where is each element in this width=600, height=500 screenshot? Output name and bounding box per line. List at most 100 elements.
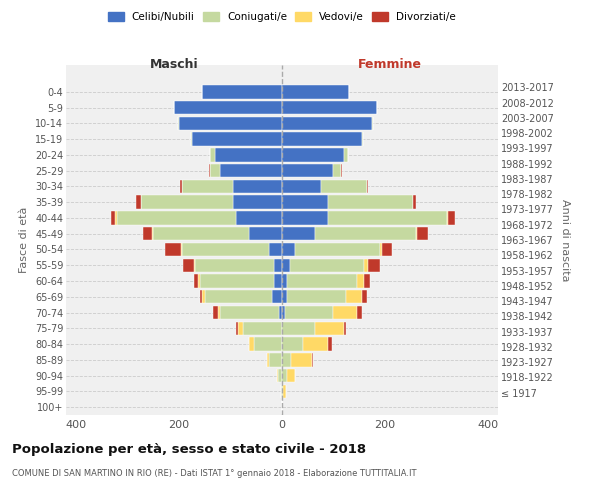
Bar — [118, 211, 236, 224]
Bar — [111, 211, 115, 224]
Bar — [200, 290, 202, 304]
Bar — [282, 353, 291, 366]
Bar — [269, 353, 282, 366]
Bar — [282, 306, 284, 319]
Bar — [287, 274, 356, 287]
Bar — [278, 369, 282, 382]
Bar — [194, 274, 198, 287]
Bar — [269, 243, 282, 256]
Y-axis label: Fasce di età: Fasce di età — [19, 207, 29, 273]
Bar — [181, 243, 182, 256]
Bar — [248, 338, 254, 351]
Bar — [136, 196, 140, 209]
Bar — [367, 180, 368, 193]
Text: Femmine: Femmine — [358, 58, 422, 71]
Bar — [287, 290, 346, 304]
Bar — [364, 274, 370, 287]
Bar — [272, 290, 282, 304]
Bar — [372, 116, 373, 130]
Bar — [194, 258, 274, 272]
Bar — [364, 258, 368, 272]
Bar — [198, 274, 200, 287]
Bar — [248, 227, 282, 240]
Bar — [295, 243, 380, 256]
Bar — [182, 180, 233, 193]
Bar — [282, 227, 316, 240]
Bar — [282, 132, 362, 146]
Bar — [446, 211, 448, 224]
Text: COMUNE DI SAN MARTINO IN RIO (RE) - Dati ISTAT 1° gennaio 2018 - Elaborazione TU: COMUNE DI SAN MARTINO IN RIO (RE) - Dati… — [12, 468, 416, 477]
Bar — [320, 180, 367, 193]
Bar — [209, 164, 210, 177]
Bar — [282, 196, 328, 209]
Bar — [233, 180, 282, 193]
Bar — [282, 369, 287, 382]
Bar — [200, 274, 274, 287]
Bar — [282, 338, 302, 351]
Bar — [238, 322, 244, 335]
Bar — [362, 132, 363, 146]
Bar — [282, 243, 295, 256]
Bar — [179, 116, 282, 130]
Bar — [356, 306, 362, 319]
Bar — [205, 290, 272, 304]
Bar — [282, 164, 334, 177]
Bar — [416, 227, 417, 240]
Bar — [282, 211, 328, 224]
Bar — [417, 227, 428, 240]
Bar — [220, 164, 282, 177]
Bar — [280, 306, 282, 319]
Bar — [154, 227, 248, 240]
Bar — [291, 353, 312, 366]
Bar — [202, 290, 205, 304]
Bar — [282, 290, 287, 304]
Bar — [316, 322, 344, 335]
Bar — [244, 322, 282, 335]
Bar — [233, 196, 282, 209]
Bar — [174, 101, 282, 114]
Y-axis label: Anni di nascita: Anni di nascita — [560, 198, 571, 281]
Legend: Celibi/Nubili, Coniugati/e, Vedovi/e, Divorziati/e: Celibi/Nubili, Coniugati/e, Vedovi/e, Di… — [104, 8, 460, 26]
Bar — [287, 369, 295, 382]
Bar — [182, 243, 269, 256]
Bar — [282, 148, 344, 162]
Bar — [282, 101, 377, 114]
Bar — [282, 274, 287, 287]
Bar — [382, 243, 392, 256]
Bar — [282, 116, 372, 130]
Bar — [220, 306, 280, 319]
Bar — [312, 353, 313, 366]
Bar — [236, 211, 282, 224]
Bar — [254, 338, 282, 351]
Bar — [356, 274, 364, 287]
Bar — [290, 258, 364, 272]
Bar — [283, 384, 286, 398]
Bar — [282, 85, 349, 98]
Bar — [282, 180, 320, 193]
Text: Popolazione per età, sesso e stato civile - 2018: Popolazione per età, sesso e stato civil… — [12, 442, 366, 456]
Bar — [341, 164, 342, 177]
Bar — [178, 116, 179, 130]
Bar — [202, 85, 282, 98]
Bar — [143, 227, 152, 240]
Bar — [277, 369, 278, 382]
Bar — [302, 338, 328, 351]
Bar — [191, 132, 192, 146]
Bar — [210, 148, 215, 162]
Bar — [328, 338, 332, 351]
Bar — [210, 164, 220, 177]
Bar — [448, 211, 455, 224]
Bar — [218, 306, 220, 319]
Bar — [316, 227, 416, 240]
Bar — [346, 290, 362, 304]
Bar — [334, 306, 356, 319]
Bar — [282, 258, 290, 272]
Bar — [328, 211, 446, 224]
Bar — [282, 322, 316, 335]
Bar — [380, 243, 382, 256]
Bar — [180, 180, 182, 193]
Bar — [334, 164, 341, 177]
Bar — [274, 274, 282, 287]
Bar — [215, 148, 282, 162]
Bar — [236, 322, 238, 335]
